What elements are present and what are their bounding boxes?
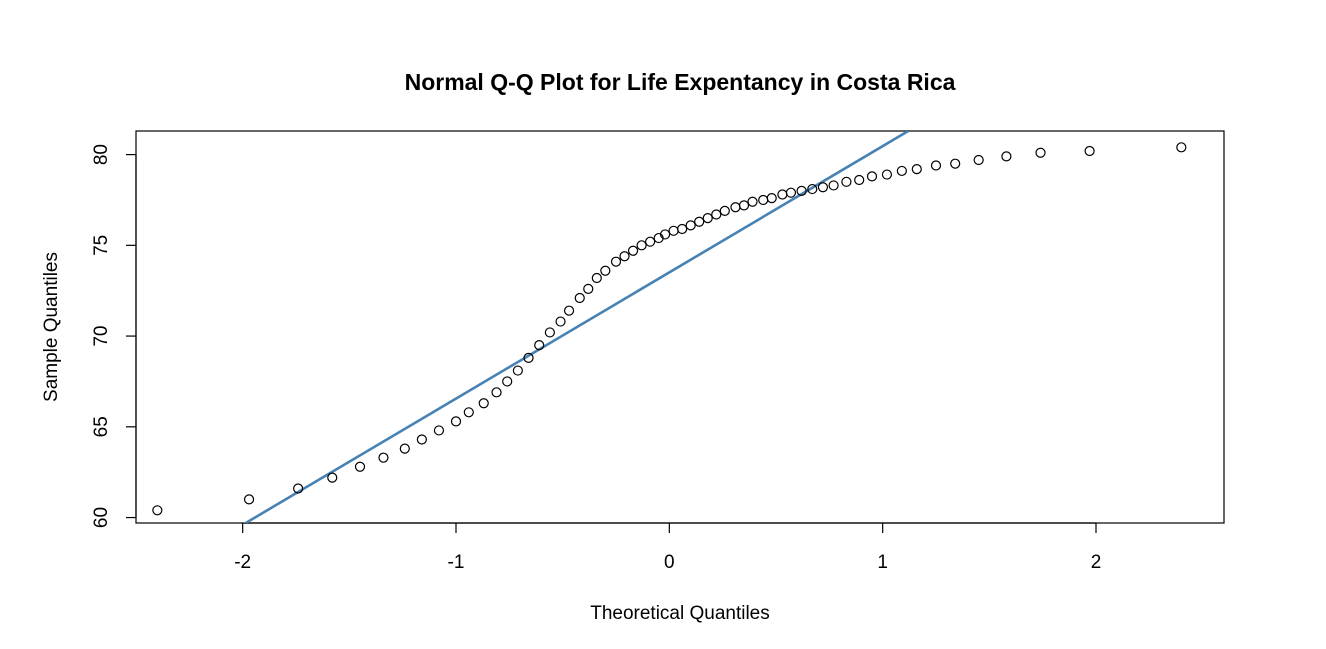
data-point: [930, 160, 942, 171]
y-axis: 60 65 70 75 80: [91, 144, 137, 528]
x-tick-label: 2: [1091, 552, 1102, 573]
data-point: [555, 316, 566, 327]
plot-area: [152, 131, 1187, 523]
data-point: [502, 376, 513, 387]
data-point: [866, 171, 878, 182]
data-point: [747, 196, 758, 207]
data-point: [1001, 151, 1012, 162]
data-point: [881, 169, 893, 180]
data-point: [627, 245, 639, 256]
data-point: [491, 387, 502, 398]
data-point: [807, 183, 818, 195]
data-point: [950, 158, 961, 169]
data-point: [719, 205, 730, 216]
data-point: [534, 340, 545, 351]
data-point: [817, 182, 829, 193]
chart-title: Normal Q-Q Plot for Life Expentancy in C…: [405, 69, 956, 95]
data-point: [1035, 147, 1046, 158]
data-point: [758, 194, 769, 206]
y-axis-label: Sample Quantiles: [41, 252, 62, 402]
data-point: [574, 292, 585, 304]
data-point: [711, 209, 722, 220]
plot-frame: [135, 130, 1225, 524]
data-point: [738, 200, 750, 211]
data-point: [583, 283, 594, 294]
data-point: [659, 229, 671, 240]
data-point: [544, 327, 555, 338]
x-tick-label: 0: [664, 552, 675, 573]
y-tick-label: 75: [91, 235, 112, 256]
data-point: [911, 164, 922, 175]
data-point: [896, 165, 907, 177]
data-point: [416, 434, 427, 445]
data-point: [399, 443, 410, 454]
data-point: [685, 220, 696, 231]
data-point: [600, 265, 611, 276]
data-point: [828, 180, 839, 191]
data-point: [766, 193, 777, 204]
y-tick-label: 80: [91, 144, 112, 165]
data-point: [619, 251, 630, 262]
data-point: [433, 425, 445, 436]
data-point: [610, 256, 622, 267]
x-tick-label: -2: [234, 552, 251, 573]
data-point: [796, 185, 807, 196]
data-point: [591, 272, 602, 284]
data-point: [523, 352, 534, 363]
data-point: [841, 176, 852, 187]
data-point: [636, 240, 647, 251]
data-point: [702, 213, 713, 224]
data-point: [354, 461, 366, 472]
data-point: [730, 202, 741, 213]
data-point: [512, 365, 523, 376]
x-tick-label: -1: [448, 552, 465, 573]
data-point: [694, 216, 705, 227]
data-point: [1084, 145, 1095, 157]
x-axis-label: Theoretical Quantiles: [590, 603, 770, 624]
data-point: [668, 225, 679, 236]
y-tick-label: 70: [91, 326, 112, 347]
data-point: [1176, 142, 1187, 153]
data-point: [785, 187, 797, 198]
data-point: [973, 154, 984, 166]
qq-reference-line: [243, 131, 909, 523]
y-tick-label: 65: [91, 416, 112, 437]
data-point: [677, 223, 688, 235]
data-point: [450, 416, 462, 427]
data-point: [243, 494, 255, 505]
x-tick-label: 1: [877, 552, 888, 573]
data-point: [463, 407, 474, 418]
data-point: [293, 483, 304, 494]
data-point: [152, 505, 163, 516]
data-point: [777, 189, 788, 200]
data-point: [645, 236, 656, 247]
y-tick-label: 60: [91, 507, 112, 528]
data-point: [563, 305, 575, 316]
data-point: [478, 398, 489, 409]
data-point: [378, 452, 389, 463]
data-point: [854, 174, 865, 186]
data-point: [327, 472, 338, 483]
x-axis: -2 -1 0 1 2: [234, 522, 1102, 573]
